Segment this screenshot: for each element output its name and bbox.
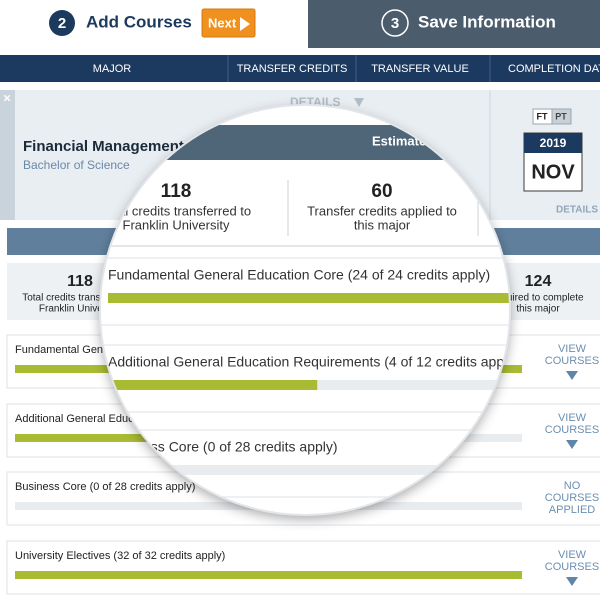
column-label: TRANSFER CREDITS [237, 63, 348, 75]
magnifier-rim [99, 104, 511, 516]
column-header [0, 55, 600, 82]
stat-label: required to complete [492, 293, 584, 304]
stat-value: 118 [67, 273, 93, 290]
row-action[interactable]: NO [564, 480, 581, 492]
completion-month: NOV [531, 161, 575, 183]
stat-label: Franklin University [123, 217, 230, 232]
program-degree: Bachelor of Science [23, 158, 130, 172]
row-action-arrow [566, 371, 578, 380]
completion-year: 2019 [540, 136, 567, 150]
row-action-arrow [566, 577, 578, 586]
row-action[interactable]: COURSES [545, 424, 599, 436]
stat-label: Total credits transferred to [101, 203, 251, 218]
row-action[interactable]: APPLIED [549, 504, 596, 516]
program-name: Financial Management [23, 138, 184, 155]
requirement-name: Additional General Education Requirement… [108, 354, 519, 370]
step-number: 3 [391, 15, 399, 32]
column-label: MAJOR [93, 63, 132, 75]
row-action[interactable]: COURSES [545, 355, 599, 367]
requirement-row [100, 344, 510, 413]
row-action[interactable]: VIEW [558, 343, 587, 355]
stat-label: this major [354, 217, 411, 232]
date-details-link[interactable]: DETAILS [556, 205, 598, 216]
progress-fill [15, 571, 522, 579]
column-label: TRANSFER VALUE [371, 63, 469, 75]
column-label: COMPLETION DATE [508, 63, 600, 75]
requirement-name: University Electives (32 of 32 credits a… [15, 550, 225, 562]
requirement-name: Business Core (0 of 28 credits apply) [15, 481, 195, 493]
schedule-option[interactable] [551, 108, 572, 125]
schedule-label[interactable]: PT [555, 111, 567, 121]
schedule-label[interactable]: FT [537, 111, 548, 121]
details-arrow [354, 98, 364, 107]
next-arrow [240, 17, 250, 31]
requirement-name: Fundamental General Education Core (24 o… [108, 267, 490, 283]
stat-value: 60 [371, 181, 392, 202]
stat-value: 124 [525, 273, 552, 290]
progress-fill [108, 380, 318, 390]
requirement-row [100, 257, 510, 326]
progress-fill [108, 293, 510, 303]
row-action-arrow [566, 440, 578, 449]
remove-strip [0, 90, 15, 220]
requirement-row [6, 540, 600, 595]
calendar-top [524, 133, 582, 153]
row-action[interactable]: COURSES [545, 561, 599, 573]
next-button-label[interactable]: Next [208, 15, 237, 30]
stat-label: Transfer credits applied to [307, 203, 457, 218]
requirement-name: Business Core (0 of 28 credits apply) [108, 439, 338, 455]
step-badge [49, 10, 75, 36]
row-action[interactable]: VIEW [558, 412, 587, 424]
step-label: Save Information [418, 12, 556, 31]
step-number: 2 [58, 15, 66, 32]
stat-label: Total credits transferred to [22, 293, 138, 304]
step-label: Add Courses [86, 12, 192, 31]
remove-button[interactable]: × [3, 90, 11, 105]
next-button[interactable] [201, 8, 256, 38]
progress-track [108, 465, 510, 475]
progress-fill [15, 434, 183, 442]
stat-value: 118 [161, 181, 192, 202]
row-action[interactable]: VIEW [558, 549, 587, 561]
step-badge [381, 9, 409, 37]
row-action[interactable]: COURSES [545, 492, 599, 504]
step-bar-next [308, 0, 600, 48]
stat-label: this major [516, 304, 560, 315]
stat-label: Franklin University [39, 304, 121, 315]
